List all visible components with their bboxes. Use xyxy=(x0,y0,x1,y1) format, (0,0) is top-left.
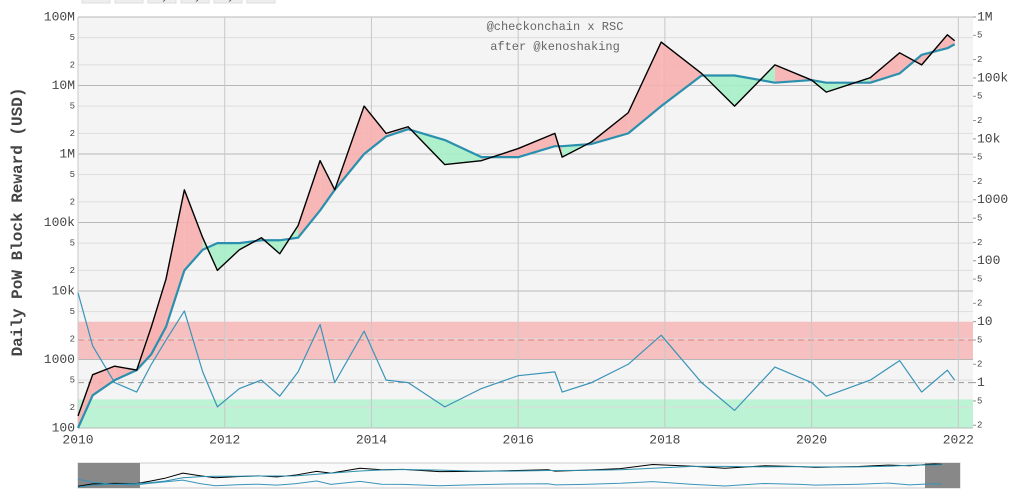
y2-tick-label: 10k xyxy=(977,131,1001,146)
series-line xyxy=(77,292,956,412)
threshold-band xyxy=(78,321,973,360)
y-tick-label: 2 xyxy=(70,129,75,139)
y-tick-label: 2 xyxy=(70,266,75,276)
range-button-label[interactable]: 5y xyxy=(222,0,234,4)
annotation: @checkonchain x RSC xyxy=(487,20,624,34)
x-tick-label: 2022 xyxy=(943,432,974,447)
range-button[interactable] xyxy=(147,0,177,4)
y2-tick-label: 2 xyxy=(977,116,982,126)
y-axis-title: Daily PoW Block Reward (USD) xyxy=(9,88,27,357)
gap-fill xyxy=(166,189,185,327)
range-button-label[interactable]: all xyxy=(252,0,270,4)
y2-tick-label: 2 xyxy=(977,421,982,431)
gap-fill xyxy=(298,160,321,238)
x-tick-label: 2016 xyxy=(503,432,534,447)
gap-fill xyxy=(217,243,240,271)
x-tick-label: 2018 xyxy=(649,432,680,447)
gap-fill xyxy=(364,106,387,154)
y2-tick-label: 1000 xyxy=(977,192,1008,207)
range-button-label[interactable]: 3y xyxy=(189,0,201,4)
range-button[interactable] xyxy=(81,0,111,4)
y2-tick-label: 5 xyxy=(977,396,982,406)
range-button-label[interactable]: 6m xyxy=(123,0,135,4)
y2-tick-label: 2 xyxy=(977,238,982,248)
y-tick-label: 10k xyxy=(52,283,76,298)
y2-tick-label: 5 xyxy=(977,335,982,345)
y-tick-label: 1M xyxy=(59,146,75,161)
gap-fill xyxy=(518,133,555,158)
y2-tick-label: 5 xyxy=(977,214,982,224)
y-tick-label: 2 xyxy=(70,403,75,413)
y2-tick-label: 5 xyxy=(977,92,982,102)
y2-tick-label: 2 xyxy=(977,177,982,187)
x-tick-label: 2014 xyxy=(356,432,387,447)
x-tick-label: 2012 xyxy=(209,432,240,447)
y-tick-label: 2 xyxy=(70,60,75,70)
y-tick-label: 5 xyxy=(70,375,75,385)
y-tick-label: 5 xyxy=(70,170,75,180)
y2-tick-label: 100 xyxy=(977,253,1000,268)
gap-fill xyxy=(628,42,662,134)
x-tick-label: 2010 xyxy=(62,432,93,447)
range-button[interactable] xyxy=(180,0,210,4)
series-line xyxy=(77,464,942,488)
gap-fill xyxy=(151,278,167,355)
range-button-label[interactable]: YTD xyxy=(87,0,105,4)
y-tick-label: 100 xyxy=(52,420,75,435)
y2-tick-label: 2 xyxy=(977,299,982,309)
series-line xyxy=(76,43,956,429)
range-button[interactable] xyxy=(114,0,144,4)
gap-fill xyxy=(734,64,775,107)
y2-tick-label: 1M xyxy=(977,9,993,24)
threshold-band xyxy=(78,399,973,428)
y2-tick-label: 2 xyxy=(977,55,982,65)
y2-tick-label: 2 xyxy=(977,360,982,370)
series-line xyxy=(77,478,942,487)
range-button[interactable] xyxy=(213,0,243,4)
gap-fill xyxy=(78,374,93,428)
y-tick-label: 10M xyxy=(52,78,75,93)
y-tick-label: 1000 xyxy=(44,352,75,367)
y-tick-label: 5 xyxy=(70,238,75,248)
y-tick-label: 5 xyxy=(70,33,75,43)
gap-fill xyxy=(661,42,702,107)
y-tick-label: 2 xyxy=(70,334,75,344)
y2-tick-label: 10 xyxy=(977,314,993,329)
gap-fill xyxy=(184,189,203,271)
gap-fill xyxy=(320,160,335,211)
x-tick-label: 2020 xyxy=(796,432,827,447)
y2-tick-label: 1 xyxy=(977,375,985,390)
y2-tick-label: 5 xyxy=(977,31,982,41)
y-tick-label: 100k xyxy=(44,215,75,230)
annotation: after @kenoshaking xyxy=(490,40,620,54)
y-tick-label: 2 xyxy=(70,197,75,207)
y2-tick-label: 5 xyxy=(977,274,982,284)
y2-tick-label: 5 xyxy=(977,153,982,163)
y-tick-label: 100M xyxy=(44,9,75,24)
range-button-label[interactable]: 1y xyxy=(156,0,168,4)
series-line xyxy=(77,34,956,417)
range-button[interactable] xyxy=(246,0,276,4)
y-tick-label: 5 xyxy=(70,101,75,111)
y2-tick-label: 100k xyxy=(977,70,1008,85)
gap-fill xyxy=(444,140,482,165)
y-tick-label: 5 xyxy=(70,307,75,317)
